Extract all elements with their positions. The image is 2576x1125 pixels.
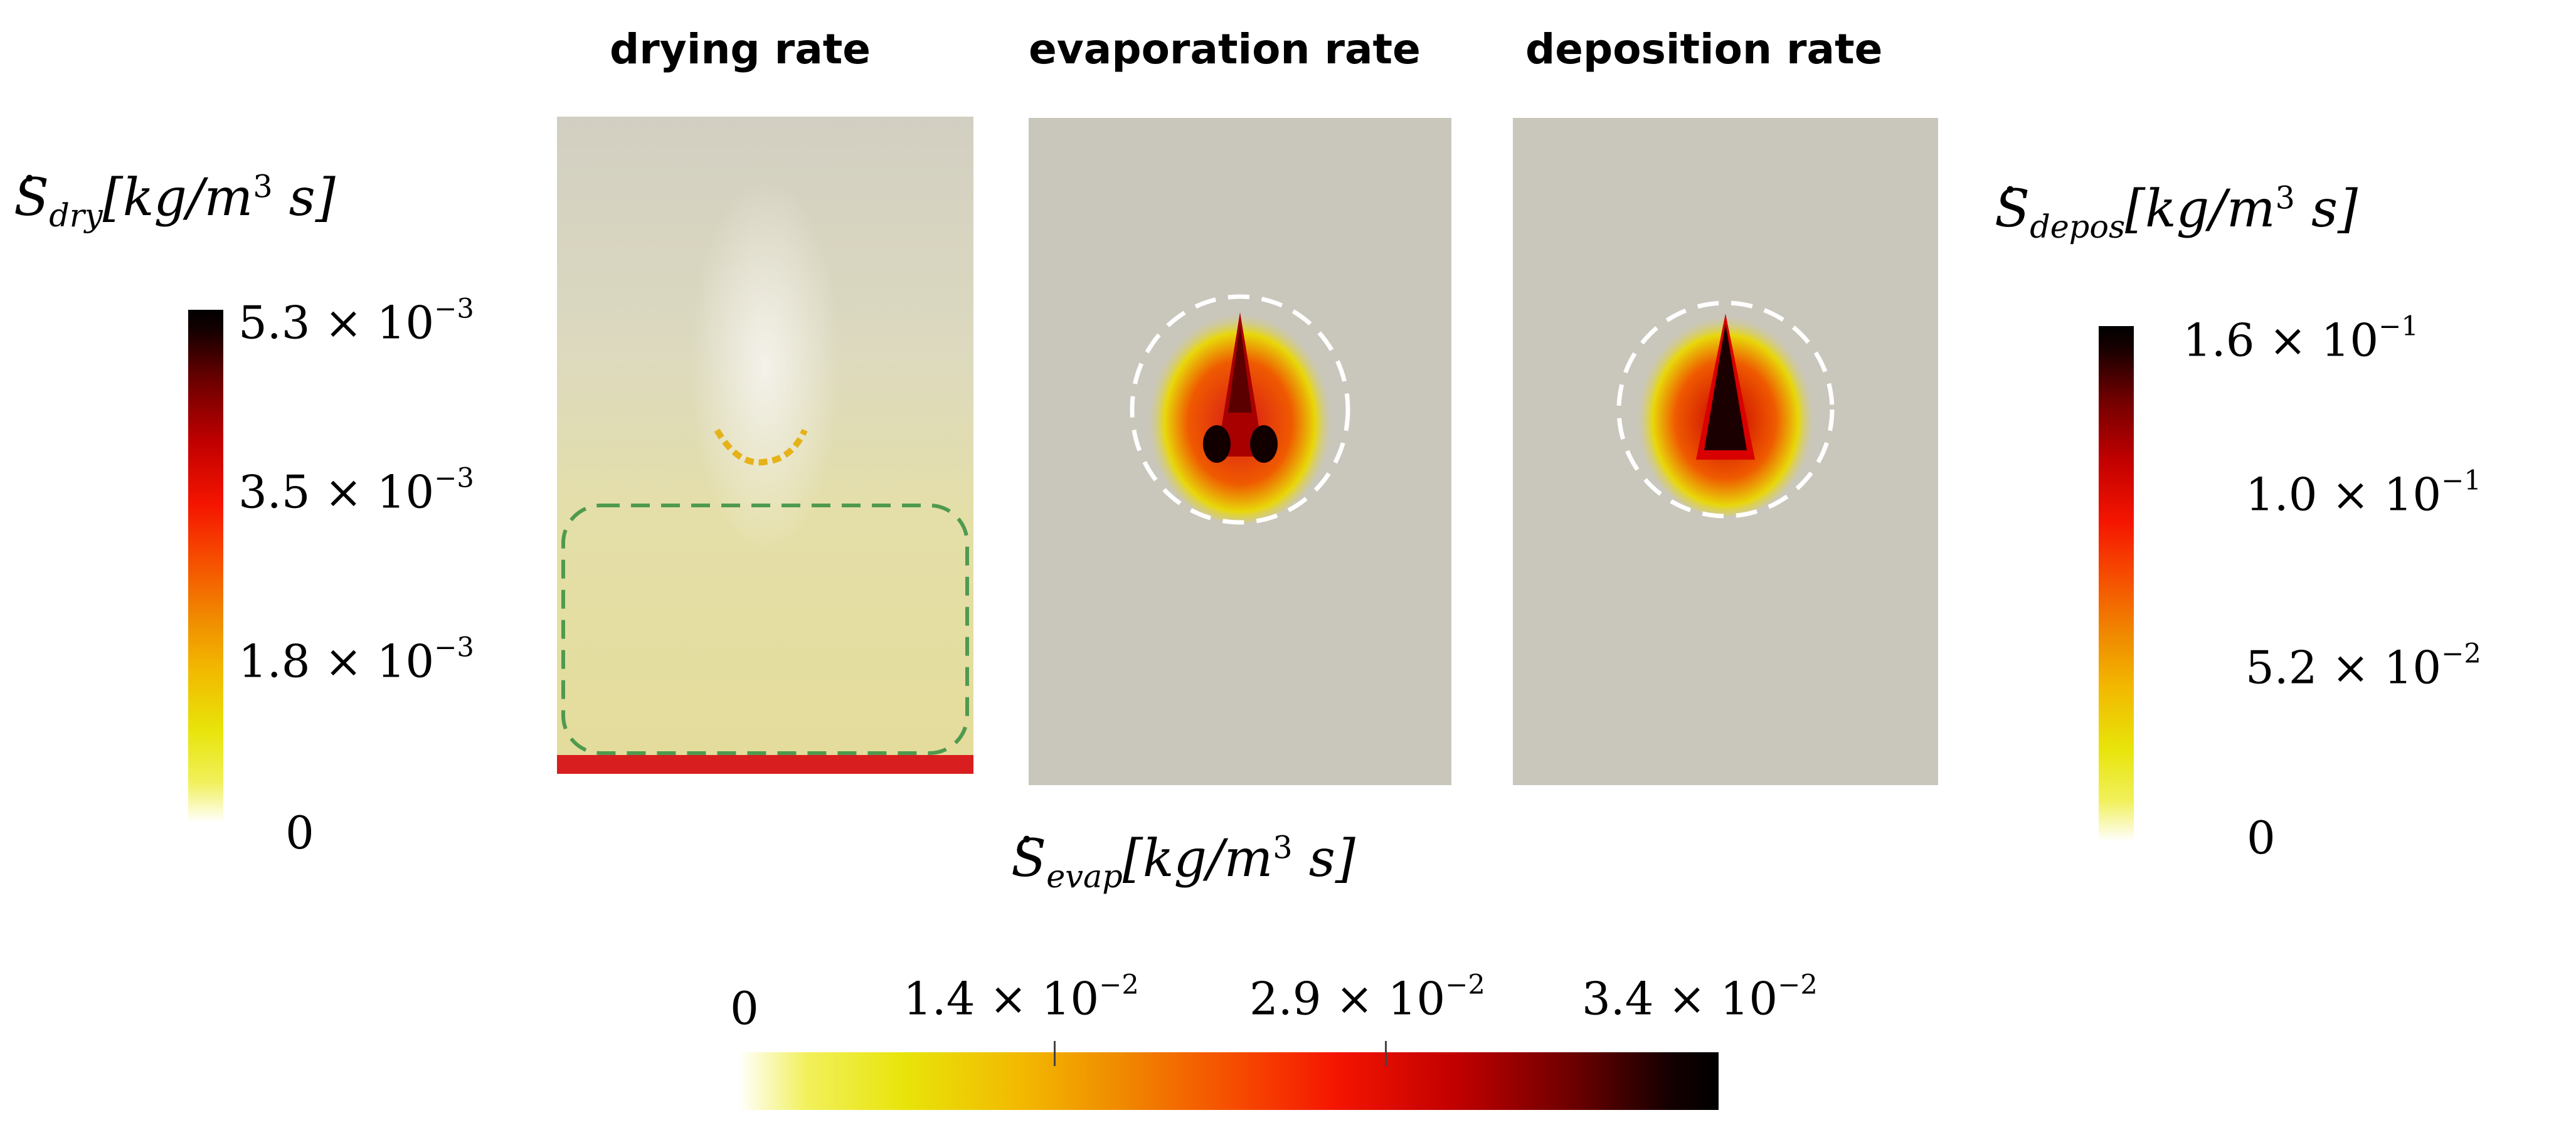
evaporation-tick-2: 2.9 × 10−2 [1249,969,1485,1025]
evaporation-label-symbol: · S [1011,810,1047,889]
drying-rate-panel [557,117,973,774]
evaporation-tick-1: 1.4 × 10−2 [903,969,1139,1025]
drying-tick-3: 0 [285,806,314,859]
evaporation-hotspot-right [1250,425,1278,463]
white-dashed-circle-evaporation [1130,294,1350,525]
drying-tick-0: 5.3 × 10−3 [238,293,474,349]
white-dashed-circle-deposition [1616,300,1835,519]
evaporation-label-units: [kg/m [1122,829,1273,889]
deposition-colorbar-label: · Sdepos[kg/m3 s] [1995,161,2358,245]
drying-label-units: [kg/m [102,168,253,228]
deposition-label-symbol: · S [1995,161,2030,239]
drying-colorbar [188,310,223,823]
evaporation-rate-title: evaporation rate [1029,25,1421,73]
evaporation-label-units-tail: s] [1292,829,1355,889]
green-dashed-region [561,504,969,755]
deposition-rate-panel [1513,118,1938,785]
deposition-tick-2: 5.2 × 10−2 [2245,638,2481,694]
drying-rate-overlay [557,428,973,774]
evaporation-rate-panel [1029,118,1451,785]
evaporation-tick-mark-1 [1054,1041,1056,1066]
deposition-core-dark [1704,324,1747,450]
drying-bottom-band [557,755,973,774]
deposition-label-units-tail: s] [2294,179,2358,239]
deposition-tick-1: 1.0 × 10−1 [2245,465,2481,521]
evaporation-tick-3: 3.4 × 10−2 [1582,969,1818,1025]
drying-rate-title: drying rate [610,25,871,73]
deposition-rate-title: deposition rate [1525,25,1883,73]
drying-label-subscript: dry [49,196,103,234]
drying-colorbar-label: · Sdry[kg/m3 s] [14,149,336,234]
evaporation-colorbar-label: · Sevap[kg/m3 s] [1011,810,1355,895]
deposition-label-exp: 3 [2275,179,2295,216]
drying-label-units-tail: s] [272,168,336,228]
deposition-tick-0: 1.6 × 10−1 [2183,311,2419,367]
evaporation-label-subscript: evap [1046,857,1123,895]
deposition-label-units: [kg/m [2125,179,2276,239]
deposition-colorbar [2099,326,2134,842]
drying-label-symbol: · S [14,149,50,228]
drying-arc-marker [714,428,808,466]
drying-tick-2: 1.8 × 10−3 [238,632,474,688]
evaporation-tick-0: 0 [730,982,759,1035]
evaporation-colorbar [739,1041,1719,1110]
deposition-label-subscript: depos [2030,208,2126,245]
evaporation-core-dark [1228,325,1252,413]
evaporation-hotspot-left [1203,425,1231,463]
evaporation-label-exp: 3 [1273,829,1293,866]
evaporation-rate-overlay [1130,294,1350,525]
deposition-tick-3: 0 [2247,811,2276,864]
drying-label-exp: 3 [253,168,273,205]
drying-tick-1: 3.5 × 10−3 [238,463,474,519]
deposition-rate-overlay [1616,300,1835,519]
evaporation-tick-mark-2 [1385,1041,1387,1066]
